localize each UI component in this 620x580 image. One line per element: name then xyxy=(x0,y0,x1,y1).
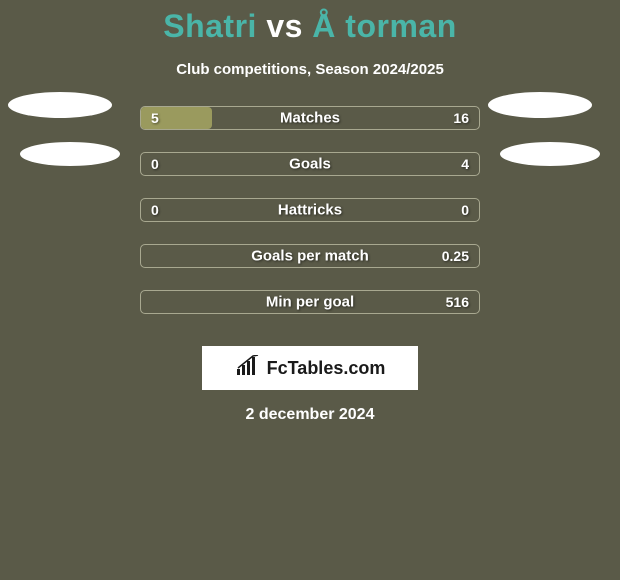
stat-bar: 0.25 Goals per match xyxy=(140,244,480,268)
logo-text: FcTables.com xyxy=(267,358,386,379)
player-left-oval xyxy=(20,142,120,166)
stat-row: 0 0 Hattricks xyxy=(0,198,620,244)
logo-box: FcTables.com xyxy=(202,346,418,390)
stat-left-value: 5 xyxy=(151,110,159,126)
stat-left-value: 0 xyxy=(151,202,159,218)
subtitle: Club competitions, Season 2024/2025 xyxy=(0,61,620,78)
stat-bar: 0 0 Hattricks xyxy=(140,198,480,222)
player-left-oval xyxy=(8,92,112,118)
date-label: 2 december 2024 xyxy=(0,406,620,424)
stat-row: 516 Min per goal xyxy=(0,290,620,336)
comparison-chart: 516Matches04Goals00Hattricks0.25Goals pe… xyxy=(0,106,620,336)
stat-right-value: 4 xyxy=(461,156,469,172)
stat-row: 0 4 Goals xyxy=(0,152,620,198)
stat-label: Min per goal xyxy=(266,294,354,311)
title-vs: vs xyxy=(266,8,303,44)
stat-right-value: 16 xyxy=(453,110,469,126)
title-player-right: Å torman xyxy=(312,8,456,44)
player-right-oval xyxy=(500,142,600,166)
stat-right-value: 516 xyxy=(446,294,469,310)
chart-icon xyxy=(235,355,261,382)
page-title: Shatri vs Å torman xyxy=(0,0,620,45)
stat-left-value: 0 xyxy=(151,156,159,172)
stat-bar: 0 4 Goals xyxy=(140,152,480,176)
stat-bar: 516 Min per goal xyxy=(140,290,480,314)
stat-label: Matches xyxy=(280,110,340,127)
stat-right-value: 0 xyxy=(461,202,469,218)
stat-right-value: 0.25 xyxy=(442,248,469,264)
title-player-left: Shatri xyxy=(163,8,257,44)
stat-label: Goals per match xyxy=(251,248,369,265)
player-right-oval xyxy=(488,92,592,118)
stat-label: Goals xyxy=(289,156,331,173)
stat-row: 0.25 Goals per match xyxy=(0,244,620,290)
stat-label: Hattricks xyxy=(278,202,342,219)
stat-bar: 5 16 Matches xyxy=(140,106,480,130)
